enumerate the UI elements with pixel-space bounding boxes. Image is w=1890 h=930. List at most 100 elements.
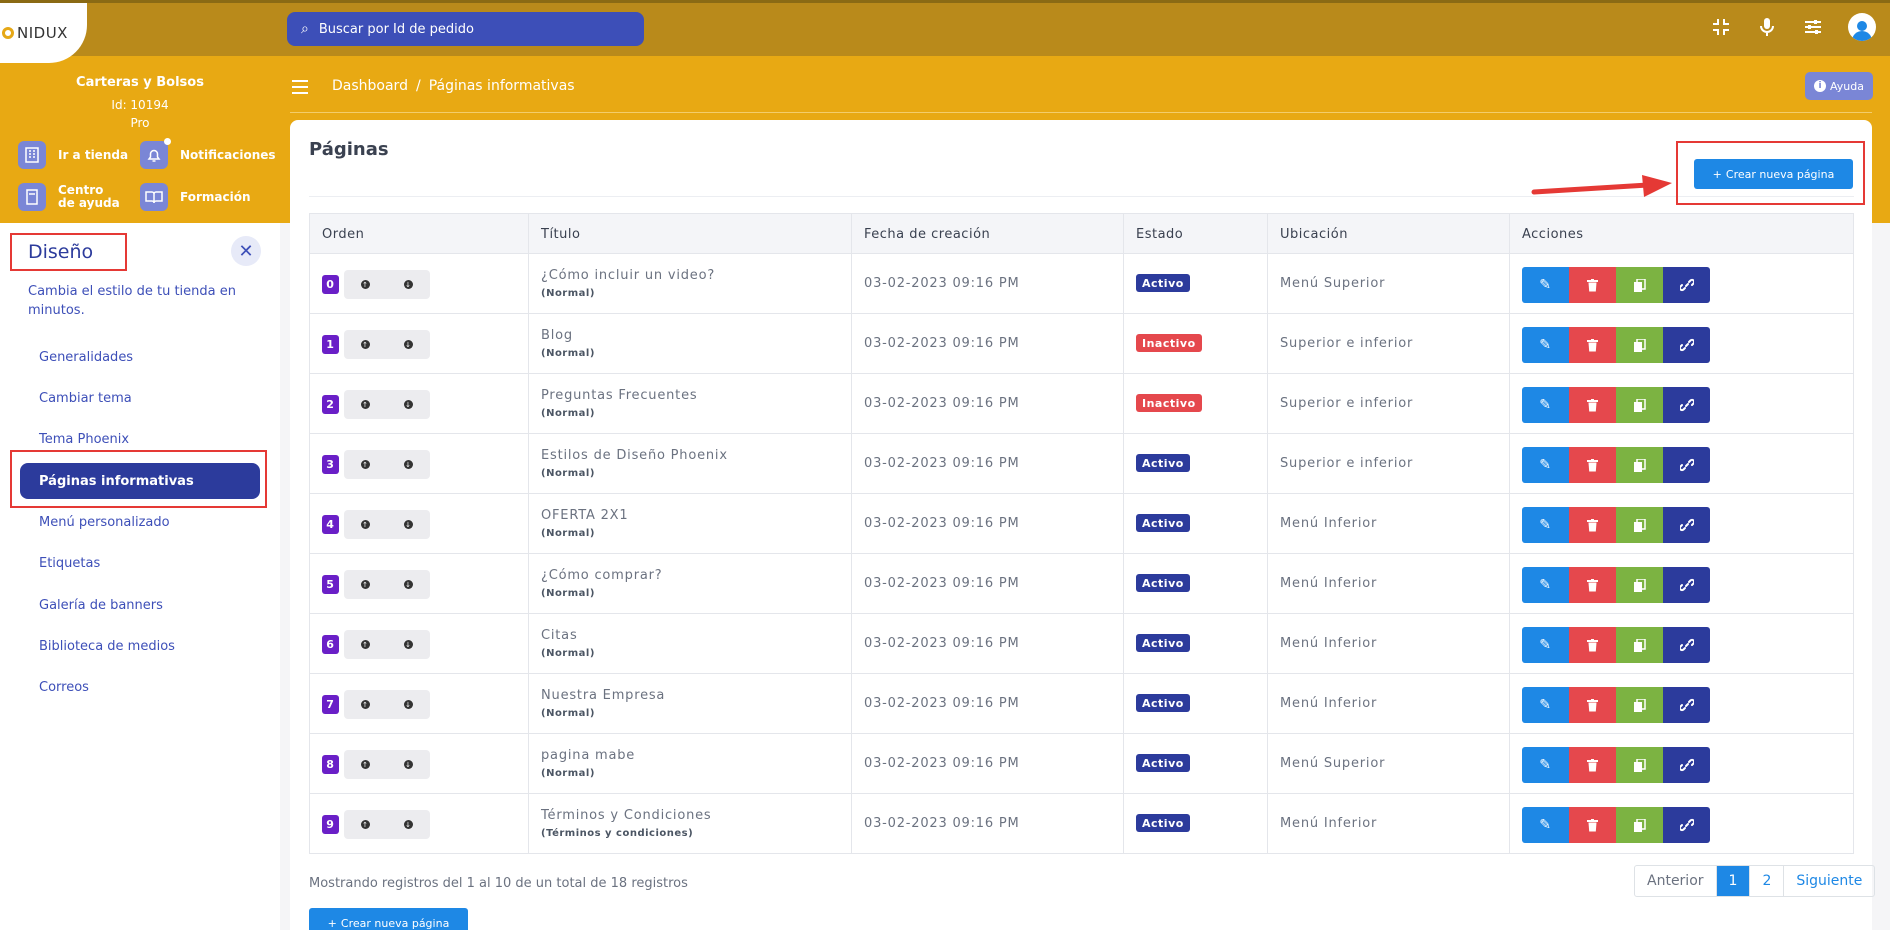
- link-icon[interactable]: [1663, 267, 1710, 303]
- quick-link-help-center[interactable]: Centro de ayuda: [18, 183, 123, 211]
- menu-item-menu-personalizado[interactable]: Menú personalizado: [39, 515, 170, 530]
- arrow-down-icon[interactable]: ↓: [404, 760, 413, 769]
- trash-icon[interactable]: [1569, 327, 1616, 363]
- edit-icon[interactable]: ✎: [1522, 567, 1569, 603]
- link-icon[interactable]: [1663, 507, 1710, 543]
- edit-icon[interactable]: ✎: [1522, 627, 1569, 663]
- link-icon[interactable]: [1663, 747, 1710, 783]
- arrow-down-icon[interactable]: ↓: [404, 340, 413, 349]
- edit-icon[interactable]: ✎: [1522, 687, 1569, 723]
- copy-icon[interactable]: [1616, 747, 1663, 783]
- pagination-page-1[interactable]: 1: [1715, 866, 1750, 896]
- row-type: (Normal): [541, 768, 595, 779]
- copy-icon[interactable]: [1616, 267, 1663, 303]
- quick-link-training[interactable]: Formación: [140, 183, 251, 211]
- arrow-down-icon[interactable]: ↓: [404, 580, 413, 589]
- avatar[interactable]: [1848, 13, 1876, 41]
- microphone-icon[interactable]: [1756, 16, 1778, 38]
- pagination-page-2[interactable]: 2: [1749, 866, 1783, 896]
- trash-icon[interactable]: [1569, 687, 1616, 723]
- row-title: Preguntas Frecuentes: [541, 388, 698, 403]
- arrow-up-icon[interactable]: ↑: [361, 580, 370, 589]
- menu-item-generalidades[interactable]: Generalidades: [39, 350, 134, 365]
- collapse-icon[interactable]: [1710, 16, 1732, 38]
- arrow-down-icon[interactable]: ↓: [404, 640, 413, 649]
- arrow-down-icon[interactable]: ↓: [404, 700, 413, 709]
- link-icon[interactable]: [1663, 807, 1710, 843]
- edit-icon[interactable]: ✎: [1522, 507, 1569, 543]
- arrow-up-icon[interactable]: ↑: [361, 520, 370, 529]
- arrow-up-icon[interactable]: ↑: [361, 820, 370, 829]
- copy-icon[interactable]: [1616, 447, 1663, 483]
- edit-icon[interactable]: ✎: [1522, 747, 1569, 783]
- edit-icon[interactable]: ✎: [1522, 327, 1569, 363]
- arrow-up-icon[interactable]: ↑: [361, 280, 370, 289]
- edit-icon[interactable]: ✎: [1522, 807, 1569, 843]
- trash-icon[interactable]: [1569, 747, 1616, 783]
- link-icon[interactable]: [1663, 567, 1710, 603]
- link-icon[interactable]: [1663, 687, 1710, 723]
- trash-icon[interactable]: [1569, 507, 1616, 543]
- edit-icon[interactable]: ✎: [1522, 387, 1569, 423]
- arrow-up-icon[interactable]: ↑: [361, 760, 370, 769]
- link-icon[interactable]: [1663, 327, 1710, 363]
- menu-item-biblioteca-medios[interactable]: Biblioteca de medios: [39, 639, 175, 654]
- copy-icon[interactable]: [1616, 507, 1663, 543]
- arrow-up-icon[interactable]: ↑: [361, 340, 370, 349]
- arrow-up-icon[interactable]: ↑: [361, 460, 370, 469]
- edit-icon[interactable]: ✎: [1522, 447, 1569, 483]
- close-icon[interactable]: ✕: [231, 236, 261, 266]
- trash-icon[interactable]: [1569, 567, 1616, 603]
- arrow-down-icon[interactable]: ↓: [404, 520, 413, 529]
- search-input[interactable]: ⌕ Buscar por Id de pedido: [287, 12, 644, 46]
- arrow-up-icon[interactable]: ↑: [361, 700, 370, 709]
- link-icon[interactable]: [1663, 387, 1710, 423]
- edit-icon[interactable]: ✎: [1522, 267, 1569, 303]
- order-badge: 0: [322, 275, 339, 294]
- pagination-next[interactable]: Siguiente: [1783, 866, 1874, 896]
- create-page-button-bottom[interactable]: + Crear nueva página: [309, 908, 468, 930]
- create-page-button[interactable]: + Crear nueva página: [1694, 159, 1853, 189]
- link-icon[interactable]: [1663, 627, 1710, 663]
- breadcrumb-home[interactable]: Dashboard: [332, 78, 408, 94]
- help-button[interactable]: i Ayuda: [1805, 72, 1873, 100]
- column-divider: [1509, 614, 1510, 673]
- copy-icon[interactable]: [1616, 567, 1663, 603]
- trash-icon[interactable]: [1569, 447, 1616, 483]
- arrow-down-icon[interactable]: ↓: [404, 460, 413, 469]
- column-divider: [851, 734, 852, 793]
- arrow-up-icon[interactable]: ↑: [361, 640, 370, 649]
- arrow-down-icon[interactable]: ↓: [404, 400, 413, 409]
- menu-icon[interactable]: [292, 80, 308, 98]
- trash-icon[interactable]: [1569, 627, 1616, 663]
- arrow-down-icon[interactable]: ↓: [404, 820, 413, 829]
- trash-icon[interactable]: [1569, 387, 1616, 423]
- row-type: (Normal): [541, 708, 595, 719]
- column-divider: [1123, 674, 1124, 733]
- copy-icon[interactable]: [1616, 327, 1663, 363]
- menu-item-tema-phoenix[interactable]: Tema Phoenix: [39, 432, 130, 447]
- menu-item-cambiar-tema[interactable]: Cambiar tema: [39, 391, 132, 406]
- trash-icon[interactable]: [1569, 267, 1616, 303]
- link-icon[interactable]: [1663, 447, 1710, 483]
- copy-icon[interactable]: [1616, 387, 1663, 423]
- menu-item-galeria-banners[interactable]: Galería de banners: [39, 598, 163, 613]
- status-badge: Activo: [1136, 634, 1190, 652]
- pagination-prev[interactable]: Anterior: [1647, 873, 1704, 889]
- column-divider: [1509, 374, 1510, 433]
- arrow-down-icon[interactable]: ↓: [404, 280, 413, 289]
- arrow-up-icon[interactable]: ↑: [361, 400, 370, 409]
- table-row: 0 ↑ ↓ ¿Cómo incluir un video? (Normal) 0…: [309, 254, 1854, 314]
- copy-icon[interactable]: [1616, 687, 1663, 723]
- trash-icon[interactable]: [1569, 807, 1616, 843]
- logo[interactable]: NIDUX: [0, 3, 87, 63]
- sliders-icon[interactable]: [1802, 16, 1824, 38]
- quick-link-notifications[interactable]: Notificaciones: [140, 138, 276, 169]
- quick-link-store[interactable]: Ir a tienda: [18, 141, 128, 169]
- menu-item-correos[interactable]: Correos: [39, 680, 89, 695]
- menu-item-etiquetas[interactable]: Etiquetas: [39, 556, 101, 571]
- menu-item-paginas-informativas[interactable]: Páginas informativas: [20, 463, 260, 499]
- copy-icon[interactable]: [1616, 627, 1663, 663]
- copy-icon[interactable]: [1616, 807, 1663, 843]
- row-location: Menú Inferior: [1280, 516, 1378, 531]
